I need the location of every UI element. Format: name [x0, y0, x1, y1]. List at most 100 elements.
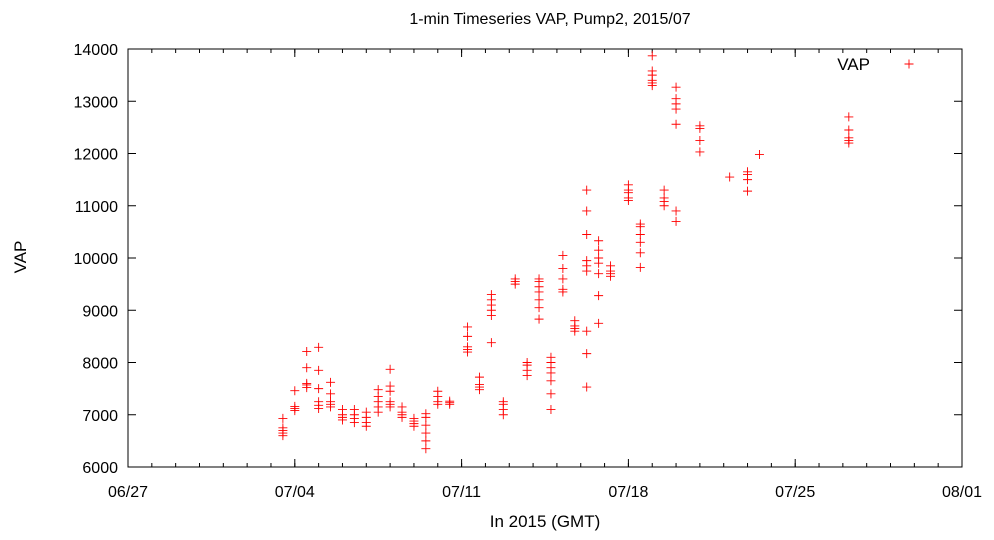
data-point	[594, 245, 604, 255]
x-tick-label: 06/27	[108, 484, 148, 501]
data-point	[546, 389, 556, 399]
data-point	[361, 407, 371, 417]
data-point	[594, 291, 604, 301]
data-point	[582, 206, 592, 216]
data-point	[337, 405, 347, 415]
data-point	[534, 295, 544, 305]
data-point	[278, 423, 288, 433]
y-tick-label: 14000	[74, 42, 119, 59]
data-point	[558, 250, 568, 260]
data-point	[606, 261, 616, 271]
x-tick-label: 08/01	[942, 484, 982, 501]
data-point	[671, 119, 681, 129]
data-point	[635, 219, 645, 229]
data-point	[326, 377, 336, 387]
data-point	[546, 405, 556, 415]
data-point	[421, 409, 431, 419]
data-point	[510, 274, 520, 284]
data-point	[582, 382, 592, 392]
data-point	[486, 290, 496, 300]
data-point	[582, 326, 592, 336]
data-point	[463, 331, 473, 341]
data-point	[659, 193, 669, 203]
data-point	[844, 133, 854, 143]
plot-frame	[127, 48, 963, 468]
legend-label: VAP	[837, 55, 870, 74]
data-point	[743, 186, 753, 196]
data-point	[421, 420, 431, 430]
data-point	[635, 237, 645, 247]
data-point	[409, 413, 419, 423]
data-point	[474, 372, 484, 382]
data-point	[558, 284, 568, 294]
data-point	[302, 347, 312, 357]
x-tick-label: 07/18	[608, 484, 648, 501]
data-point	[754, 150, 764, 160]
data-point	[534, 303, 544, 313]
y-axis-label: VAP	[11, 241, 30, 274]
y-tick-label: 9000	[82, 303, 118, 320]
data-point	[349, 405, 359, 415]
data-point	[635, 262, 645, 272]
data-point	[844, 125, 854, 135]
data-point	[486, 338, 496, 348]
data-point	[582, 349, 592, 359]
data-point	[546, 352, 556, 362]
data-point	[594, 253, 604, 263]
y-tick-label: 12000	[74, 147, 119, 164]
data-point	[314, 342, 324, 352]
data-point	[635, 248, 645, 258]
data-point	[534, 314, 544, 324]
data-point	[647, 66, 657, 76]
data-point	[314, 397, 324, 407]
y-tick-label: 8000	[82, 356, 118, 373]
data-point	[290, 386, 300, 396]
x-tick-label: 07/25	[775, 484, 815, 501]
data-point	[570, 316, 580, 326]
data-point	[671, 94, 681, 104]
y-tick-label: 6000	[82, 460, 118, 477]
data-point	[278, 413, 288, 423]
x-tick-label: 07/11	[442, 484, 481, 501]
data-point	[743, 167, 753, 177]
data-point	[290, 401, 300, 411]
data-point	[659, 185, 669, 195]
data-point	[463, 322, 473, 332]
data-point	[594, 318, 604, 328]
data-point	[558, 274, 568, 284]
y-tick-label: 7000	[82, 408, 118, 425]
data-point	[534, 274, 544, 284]
data-point	[671, 82, 681, 92]
data-point	[463, 342, 473, 352]
data-point	[582, 256, 592, 266]
data-point	[671, 216, 681, 226]
y-tick-label: 13000	[74, 94, 119, 111]
data-point	[623, 180, 633, 190]
legend-marker-symbol	[904, 59, 914, 69]
data-point	[326, 389, 336, 399]
data-point	[421, 436, 431, 446]
y-tick-label: 10000	[74, 251, 119, 268]
data-point	[647, 51, 657, 61]
data-points	[278, 51, 854, 454]
data-point	[445, 396, 455, 406]
x-tick-label: 07/04	[275, 484, 315, 501]
data-point	[373, 385, 383, 395]
data-point	[695, 147, 705, 157]
data-point	[635, 229, 645, 239]
data-point	[385, 364, 395, 374]
legend-marker	[904, 59, 914, 69]
data-point	[314, 384, 324, 394]
data-point	[558, 263, 568, 273]
data-point	[844, 112, 854, 122]
data-point	[314, 365, 324, 375]
data-point	[421, 428, 431, 438]
data-point	[582, 185, 592, 195]
data-point	[385, 397, 395, 407]
data-point	[433, 386, 443, 396]
y-tick-label: 11000	[75, 199, 118, 216]
legend: VAP	[837, 55, 914, 74]
data-point	[385, 381, 395, 391]
data-point	[695, 135, 705, 145]
data-point	[695, 121, 705, 131]
